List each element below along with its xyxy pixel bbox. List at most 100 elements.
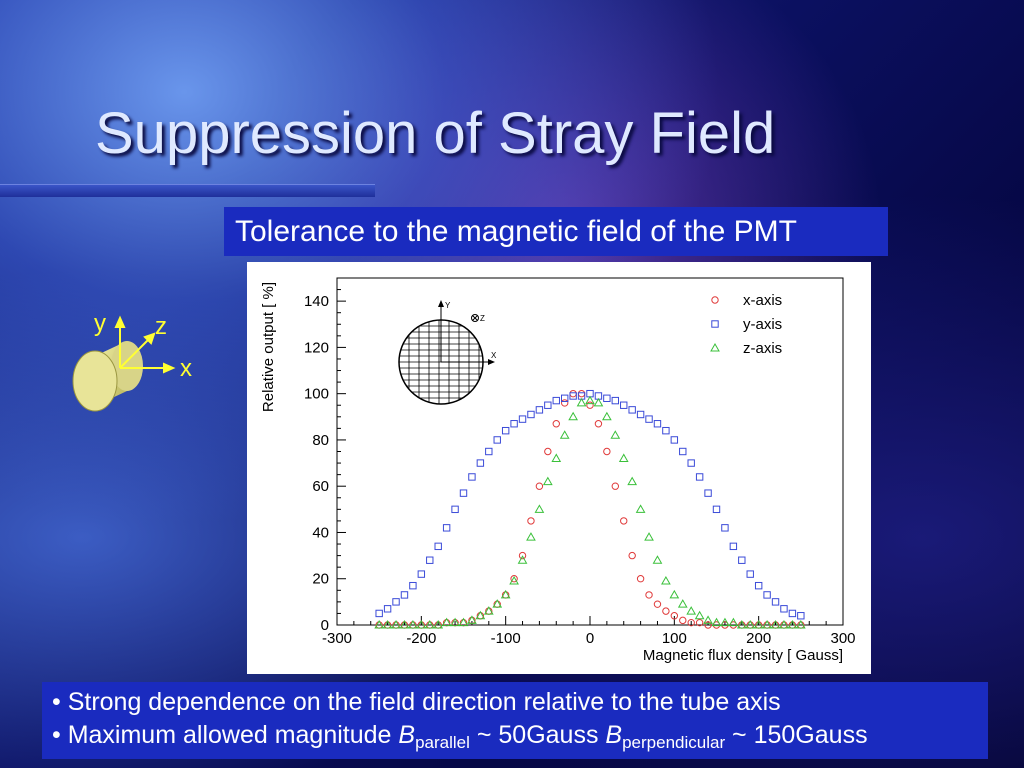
subscript-parallel: parallel xyxy=(415,733,470,752)
subscript-perpendicular: perpendicular xyxy=(622,733,726,752)
x-tick-label: 200 xyxy=(746,630,771,647)
x-axis-point xyxy=(552,420,560,428)
z-axis-point xyxy=(593,397,604,407)
y-axis-point xyxy=(535,406,544,414)
y-tick-label: 80 xyxy=(312,432,329,449)
z-axis-point xyxy=(483,606,494,615)
z-axis-point xyxy=(399,619,410,629)
z-axis-point xyxy=(416,619,427,629)
y-axis-point xyxy=(645,415,653,423)
y-tick-label: 20 xyxy=(312,571,329,588)
title-underline-bar xyxy=(0,184,375,197)
y-axis-point xyxy=(636,410,645,419)
z-axis-point xyxy=(534,504,545,513)
y-axis-point xyxy=(552,396,560,405)
z-axis-point xyxy=(736,619,747,629)
bullet-2-mid: ~ 50Gauss xyxy=(469,721,606,749)
z-axis-point xyxy=(509,576,519,585)
y-axis-point xyxy=(788,609,797,618)
y-axis-point xyxy=(409,581,417,590)
z-axis-point xyxy=(585,395,595,405)
y-axis-point xyxy=(417,570,426,578)
x-axis-point xyxy=(695,618,704,627)
y-axis-point xyxy=(695,473,704,481)
x-tick-label: 0 xyxy=(586,630,594,647)
inset-z-out-symbol xyxy=(471,314,479,322)
y-axis-point xyxy=(426,556,434,564)
z-axis-point xyxy=(450,617,460,627)
z-axis-point xyxy=(635,504,646,513)
y-axis-point xyxy=(754,581,763,590)
z-axis-point xyxy=(787,619,798,629)
y-axis-point xyxy=(569,392,577,400)
y-axis-point xyxy=(797,612,805,620)
y-axis-point xyxy=(561,394,569,402)
y-axis-title: Relative output [ %] xyxy=(260,282,277,412)
z-axis-point xyxy=(661,576,671,585)
legend-marker xyxy=(710,342,720,352)
slide-title: Suppression of Stray Field xyxy=(95,101,776,166)
z-axis-point xyxy=(433,619,444,629)
cylinder-front-face xyxy=(72,350,118,412)
x-axis-point xyxy=(569,389,577,398)
y-axis-point xyxy=(434,542,442,551)
axis-label-y: y xyxy=(94,310,106,337)
chart-svg: -300 -200 -100 0 100 200 300 0 20 40 60 80 100 120 140… xyxy=(260,277,856,664)
x-axis-title: Magnetic flux density [ Gauss] xyxy=(643,647,843,664)
inset-label-y: Y xyxy=(445,301,451,310)
y-axis-point xyxy=(527,410,535,419)
bullet-box: • Strong dependence on the field directi… xyxy=(42,682,988,759)
y-axis-point xyxy=(679,447,687,456)
z-axis-point xyxy=(618,453,629,462)
legend-label: x-axis xyxy=(743,292,782,309)
y-axis-point xyxy=(485,447,493,456)
z-axis-point xyxy=(500,589,511,599)
y-axis-point xyxy=(628,406,636,414)
x-axis-point xyxy=(594,420,603,428)
bullet-2-suffix: ~ 150Gauss xyxy=(725,721,868,749)
axis-label-z: z xyxy=(155,313,167,340)
y-axis-point xyxy=(763,591,771,599)
z-axis-point xyxy=(602,411,612,421)
y-axis-point xyxy=(518,415,527,423)
legend-label: z-axis xyxy=(743,340,782,357)
y-axis-point xyxy=(400,591,409,599)
x-axis-point xyxy=(510,575,518,583)
y-axis-point xyxy=(603,394,611,402)
x-axis-point xyxy=(636,575,645,583)
y-tick-label: 40 xyxy=(312,524,329,541)
z-axis-point xyxy=(677,599,688,608)
z-axis-point xyxy=(779,619,789,629)
legend-marker xyxy=(711,320,719,328)
x-tick-label: -100 xyxy=(491,630,521,647)
bullet-2: • Maximum allowed magnitude Bparallel ~ … xyxy=(52,721,988,757)
x-tick-label: -300 xyxy=(322,630,352,647)
inset-label-x: X xyxy=(491,351,497,360)
y-axis-point xyxy=(611,396,620,405)
y-axis-point xyxy=(687,459,695,467)
x-axis-point xyxy=(586,401,594,409)
y-axis-point xyxy=(670,436,679,444)
y-axis-point xyxy=(442,524,451,532)
y-tick-label: 60 xyxy=(312,478,329,495)
z-axis-point xyxy=(492,599,503,608)
y-axis-point xyxy=(468,473,476,481)
y-axis-point xyxy=(729,542,738,551)
y-tick-label: 140 xyxy=(304,293,329,310)
z-axis-point xyxy=(652,555,663,564)
axis-label-x: x xyxy=(180,355,192,382)
y-axis-point xyxy=(704,489,712,497)
x-axis-point xyxy=(662,607,670,615)
b-symbol-1: B xyxy=(398,721,416,749)
inset-z-cross xyxy=(472,315,478,321)
z-axis-point xyxy=(551,453,562,462)
y-axis-point xyxy=(746,570,754,578)
y-axis-point xyxy=(771,598,780,606)
y-axis-point xyxy=(501,426,510,435)
z-axis-point xyxy=(795,619,806,629)
y-axis-point xyxy=(375,609,383,618)
z-axis-point xyxy=(728,617,739,627)
z-axis-point xyxy=(467,615,477,624)
inset-x-arrowhead xyxy=(488,359,495,365)
x-axis-point xyxy=(628,551,636,560)
